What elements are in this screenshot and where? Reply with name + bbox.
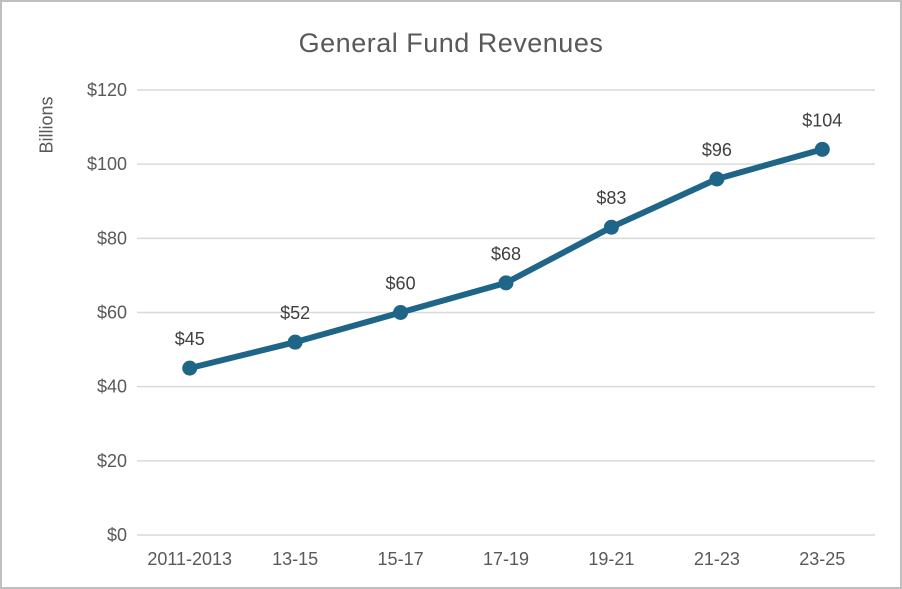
data-label: $60 <box>386 274 416 294</box>
x-tick-label: 19-21 <box>588 549 634 569</box>
y-tick-label: $100 <box>87 154 127 174</box>
data-point-marker <box>182 360 198 376</box>
data-label: $83 <box>596 188 626 208</box>
data-label: $96 <box>702 140 732 160</box>
x-tick-label: 13-15 <box>272 549 318 569</box>
y-tick-label: $80 <box>97 228 127 248</box>
y-tick-label: $40 <box>97 377 127 397</box>
data-point-marker <box>498 275 514 291</box>
x-tick-label: 23-25 <box>799 549 845 569</box>
data-label: $68 <box>491 244 521 264</box>
data-point-marker <box>603 219 619 235</box>
x-tick-label: 17-19 <box>483 549 529 569</box>
data-point-marker <box>814 141 830 157</box>
x-tick-label: 2011-2013 <box>147 549 232 569</box>
y-tick-label: $60 <box>97 303 127 323</box>
chart-title: General Fund Revenues <box>298 28 604 58</box>
data-label: $52 <box>280 303 310 323</box>
x-tick-label: 21-23 <box>694 549 740 569</box>
data-point-marker <box>709 171 725 187</box>
data-point-marker <box>287 334 303 350</box>
y-tick-label: $0 <box>107 525 127 545</box>
data-point-marker <box>393 305 409 320</box>
y-tick-label: $120 <box>87 80 127 100</box>
x-tick-label: 15-17 <box>378 549 424 569</box>
y-tick-label: $20 <box>97 451 127 471</box>
data-label: $45 <box>175 329 205 349</box>
data-label: $104 <box>802 110 842 130</box>
